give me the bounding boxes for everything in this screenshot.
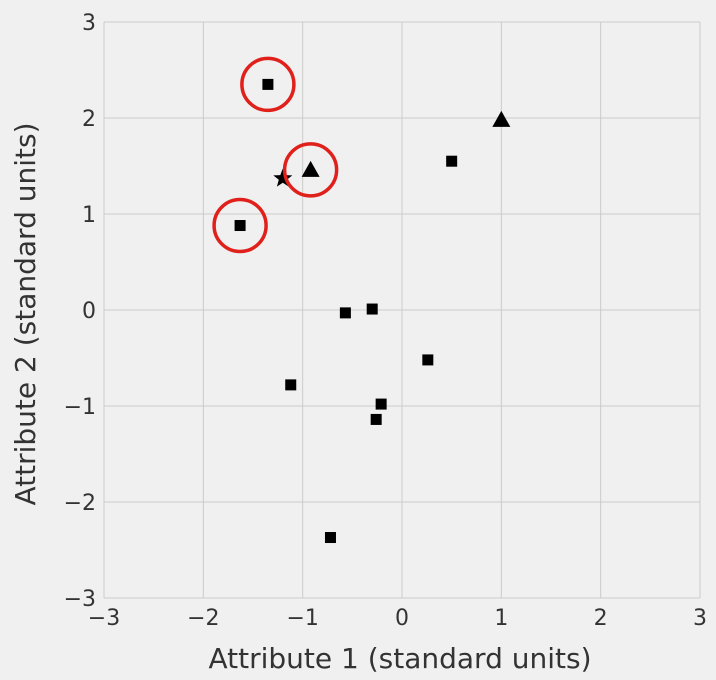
square-point: [366, 303, 378, 315]
highlight-circle: [282, 142, 339, 198]
square-point: [370, 413, 382, 425]
y-axis-label: Attribute 2 (standard units): [9, 122, 42, 505]
square-point: [375, 398, 387, 410]
highlight-circle: [212, 197, 268, 254]
y-tick-label: 2: [82, 107, 96, 132]
square-point: [234, 220, 246, 232]
y-tick-label: −3: [64, 587, 96, 612]
y-tick-label: −1: [64, 395, 96, 420]
x-tick-label: −2: [187, 606, 219, 631]
square-point: [285, 379, 297, 391]
x-tick-label: −3: [88, 606, 120, 631]
y-tick-label: −2: [64, 491, 96, 516]
square-point: [339, 307, 351, 319]
x-tick-label: 3: [693, 606, 707, 631]
x-tick-label: 0: [395, 606, 409, 631]
square-point: [446, 155, 458, 167]
star-point: [273, 168, 293, 187]
y-tick-label: 0: [82, 299, 96, 324]
x-tick-label: 2: [594, 606, 608, 631]
x-tick-label: −1: [286, 606, 318, 631]
data-points: [234, 78, 511, 544]
highlight-circle: [240, 56, 296, 113]
triangle-point: [301, 160, 320, 177]
y-tick-label: 1: [82, 203, 96, 228]
y-tick-label: 3: [82, 11, 96, 36]
highlight-circles: [212, 56, 339, 254]
square-point: [324, 532, 336, 544]
grid: [103, 21, 701, 599]
square-point: [262, 78, 274, 90]
x-tick-label: 1: [494, 606, 508, 631]
x-axis-label: Attribute 1 (standard units): [208, 642, 591, 675]
triangle-point: [492, 110, 511, 127]
square-point: [422, 354, 434, 366]
tick-labels: −3 −2 −1 0 1 2 3 −3 −2 −1 0 1 2 3: [64, 11, 707, 631]
